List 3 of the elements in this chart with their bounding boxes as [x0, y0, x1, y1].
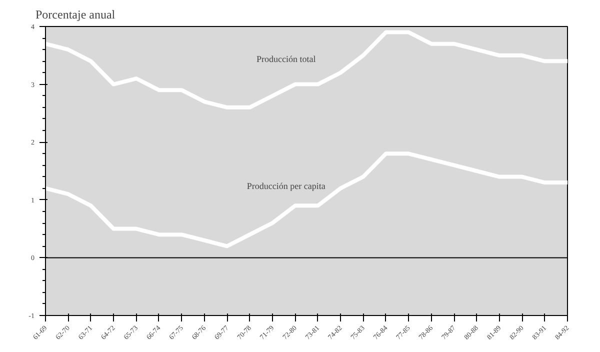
text: Producción total	[256, 54, 316, 64]
series-label: Producción per capita	[246, 181, 326, 192]
chart-title: Porcentaje anual	[36, 8, 116, 22]
